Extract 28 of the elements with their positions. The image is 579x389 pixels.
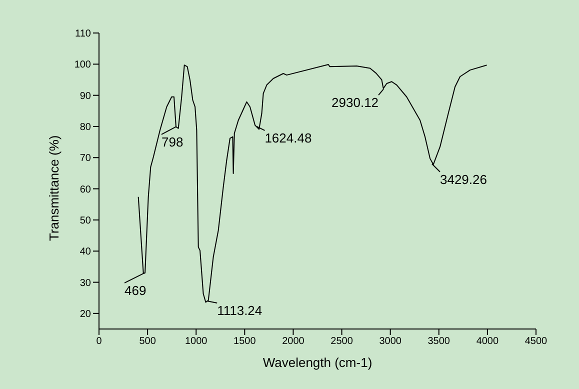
annotation: 2930.12 — [332, 95, 379, 110]
y-tick-label: 30 — [80, 278, 92, 289]
x-tick-label: 1500 — [234, 336, 256, 348]
y-tick-label: 60 — [80, 184, 92, 196]
annotation: 469 — [124, 282, 146, 298]
x-tick-label: 3500 — [428, 336, 450, 348]
annotation: 798 — [161, 134, 184, 150]
y-tick-label: 40 — [80, 246, 92, 258]
x-tick-label: 1000 — [184, 336, 208, 348]
x-tick-label: 4500 — [524, 336, 548, 348]
annotation: 1113.24 — [217, 302, 262, 318]
x-tick-label: 500 — [139, 336, 156, 348]
y-tick-label: 70 — [80, 153, 92, 164]
y-tick-label: 20 — [80, 308, 92, 320]
x-tick-label: 4000 — [476, 336, 500, 348]
x-tick-label: 2500 — [330, 336, 354, 348]
y-tick-label: 110 — [75, 28, 92, 40]
y-tick-label: 80 — [80, 122, 92, 134]
y-axis-title: Transmittance (%) — [46, 135, 62, 241]
y-tick-label: 100 — [74, 60, 92, 71]
x-axis-title: Wavelength (cm-1) — [262, 355, 372, 370]
annotation: 3429.26 — [440, 172, 487, 187]
y-tick-label: 50 — [80, 215, 92, 226]
y-tick-label: 90 — [80, 90, 92, 102]
x-tick-label: 0 — [96, 336, 102, 348]
x-tick-label: 2000 — [282, 336, 305, 348]
x-tick-label: 3000 — [379, 336, 402, 348]
annotation: 1624.48 — [264, 130, 312, 146]
